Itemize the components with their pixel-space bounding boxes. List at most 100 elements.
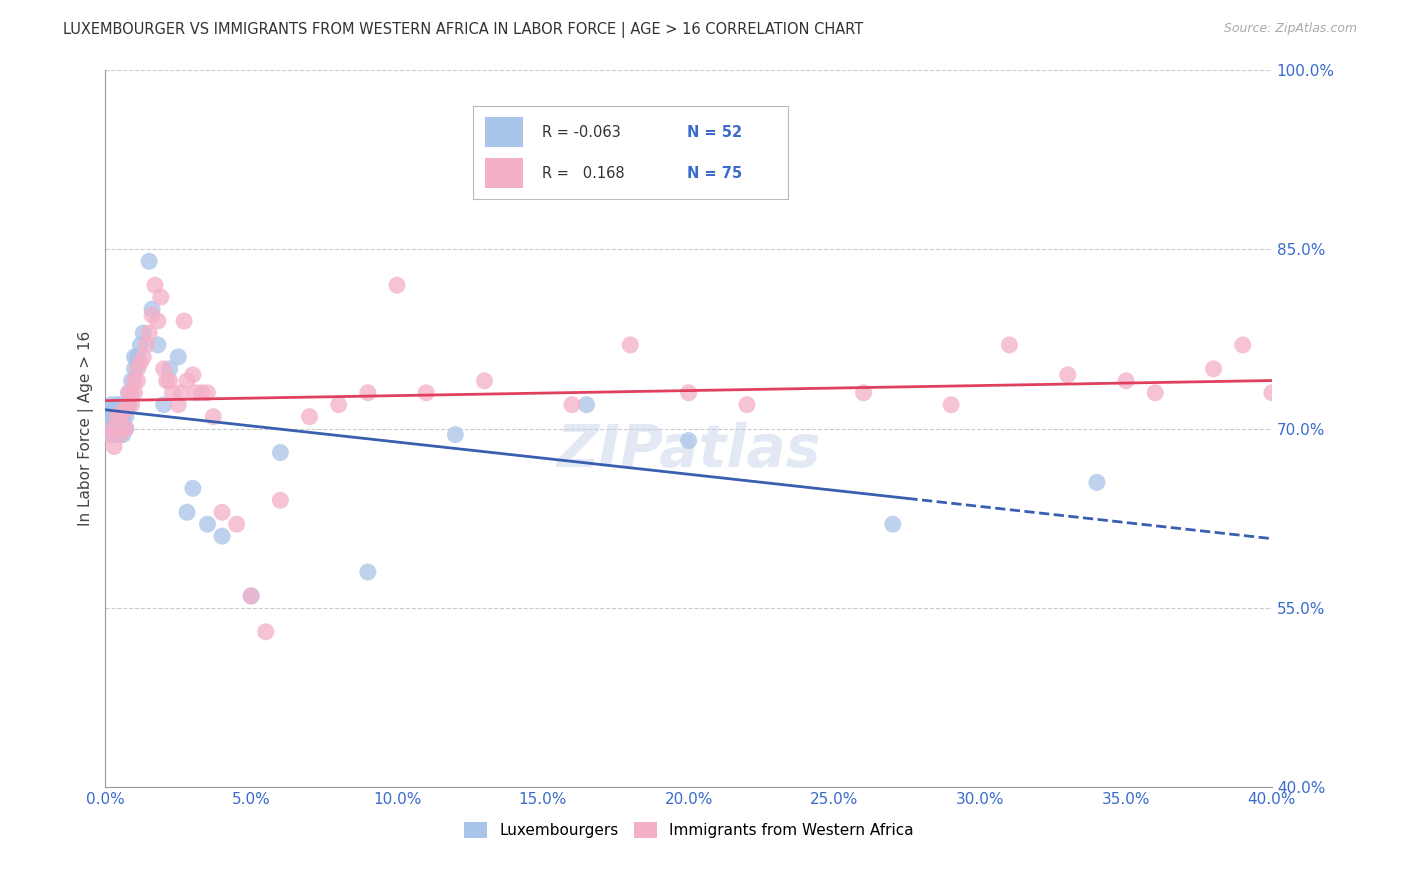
- Point: [415, 385, 437, 400]
- Point: [108, 416, 131, 430]
- Point: [103, 427, 125, 442]
- Point: [1289, 338, 1312, 352]
- Point: [127, 374, 149, 388]
- Point: [240, 589, 263, 603]
- Point: [114, 403, 136, 417]
- Point: [97, 403, 120, 417]
- Point: [100, 421, 122, 435]
- Point: [619, 338, 641, 352]
- Point: [176, 374, 198, 388]
- Point: [118, 398, 141, 412]
- Point: [114, 409, 136, 424]
- Point: [882, 517, 904, 532]
- Point: [138, 326, 160, 340]
- Point: [111, 421, 134, 435]
- Point: [105, 427, 128, 442]
- Point: [121, 385, 143, 400]
- Point: [357, 565, 380, 579]
- Point: [127, 356, 149, 370]
- Point: [197, 385, 219, 400]
- Point: [156, 374, 179, 388]
- Point: [1319, 374, 1341, 388]
- Point: [143, 278, 166, 293]
- Point: [97, 427, 120, 442]
- Point: [211, 505, 233, 519]
- Text: LUXEMBOURGER VS IMMIGRANTS FROM WESTERN AFRICA IN LABOR FORCE | AGE > 16 CORRELA: LUXEMBOURGER VS IMMIGRANTS FROM WESTERN …: [63, 22, 863, 38]
- Point: [190, 385, 212, 400]
- Point: [159, 374, 181, 388]
- Point: [100, 409, 122, 424]
- Point: [129, 338, 152, 352]
- Point: [118, 385, 141, 400]
- Point: [167, 398, 190, 412]
- Point: [162, 385, 184, 400]
- Point: [385, 278, 408, 293]
- Point: [111, 427, 134, 442]
- Point: [575, 398, 598, 412]
- Point: [121, 374, 143, 388]
- Point: [269, 445, 291, 459]
- Point: [197, 517, 219, 532]
- Point: [103, 403, 125, 417]
- Point: [357, 385, 380, 400]
- Point: [114, 421, 136, 435]
- Point: [561, 398, 583, 412]
- Point: [111, 421, 134, 435]
- Point: [240, 589, 263, 603]
- Point: [118, 385, 141, 400]
- Point: [152, 362, 174, 376]
- Point: [100, 421, 122, 435]
- Point: [181, 368, 204, 382]
- Point: [149, 290, 172, 304]
- Point: [202, 409, 225, 424]
- Point: [103, 416, 125, 430]
- Point: [114, 421, 136, 435]
- Point: [103, 440, 125, 454]
- Point: [1085, 475, 1108, 490]
- Point: [108, 427, 131, 442]
- Point: [328, 398, 350, 412]
- Point: [176, 505, 198, 519]
- Point: [141, 308, 163, 322]
- Point: [124, 362, 146, 376]
- Point: [184, 385, 207, 400]
- Point: [181, 481, 204, 495]
- Point: [474, 374, 496, 388]
- Point: [1348, 385, 1371, 400]
- Point: [121, 398, 143, 412]
- Point: [146, 338, 169, 352]
- Point: [1261, 385, 1284, 400]
- Point: [152, 398, 174, 412]
- Point: [108, 427, 131, 442]
- Point: [100, 398, 122, 412]
- Point: [108, 409, 131, 424]
- Point: [1056, 368, 1078, 382]
- Point: [105, 409, 128, 424]
- Point: [998, 338, 1021, 352]
- Point: [105, 398, 128, 412]
- Point: [146, 314, 169, 328]
- Point: [225, 517, 247, 532]
- Legend: Luxembourgers, Immigrants from Western Africa: Luxembourgers, Immigrants from Western A…: [458, 816, 920, 844]
- Point: [1202, 362, 1225, 376]
- Point: [254, 624, 277, 639]
- Point: [1232, 338, 1254, 352]
- Point: [105, 416, 128, 430]
- Point: [129, 356, 152, 370]
- Point: [127, 350, 149, 364]
- Point: [105, 421, 128, 435]
- Point: [852, 385, 875, 400]
- Point: [298, 409, 321, 424]
- Text: Source: ZipAtlas.com: Source: ZipAtlas.com: [1223, 22, 1357, 36]
- Point: [97, 427, 120, 442]
- Point: [118, 398, 141, 412]
- Point: [108, 421, 131, 435]
- Point: [444, 427, 467, 442]
- Point: [939, 398, 962, 412]
- Point: [105, 409, 128, 424]
- Point: [127, 362, 149, 376]
- Y-axis label: In Labor Force | Age > 16: In Labor Force | Age > 16: [79, 331, 94, 526]
- Text: ZIPatlas: ZIPatlas: [557, 422, 821, 479]
- Point: [108, 409, 131, 424]
- Point: [111, 403, 134, 417]
